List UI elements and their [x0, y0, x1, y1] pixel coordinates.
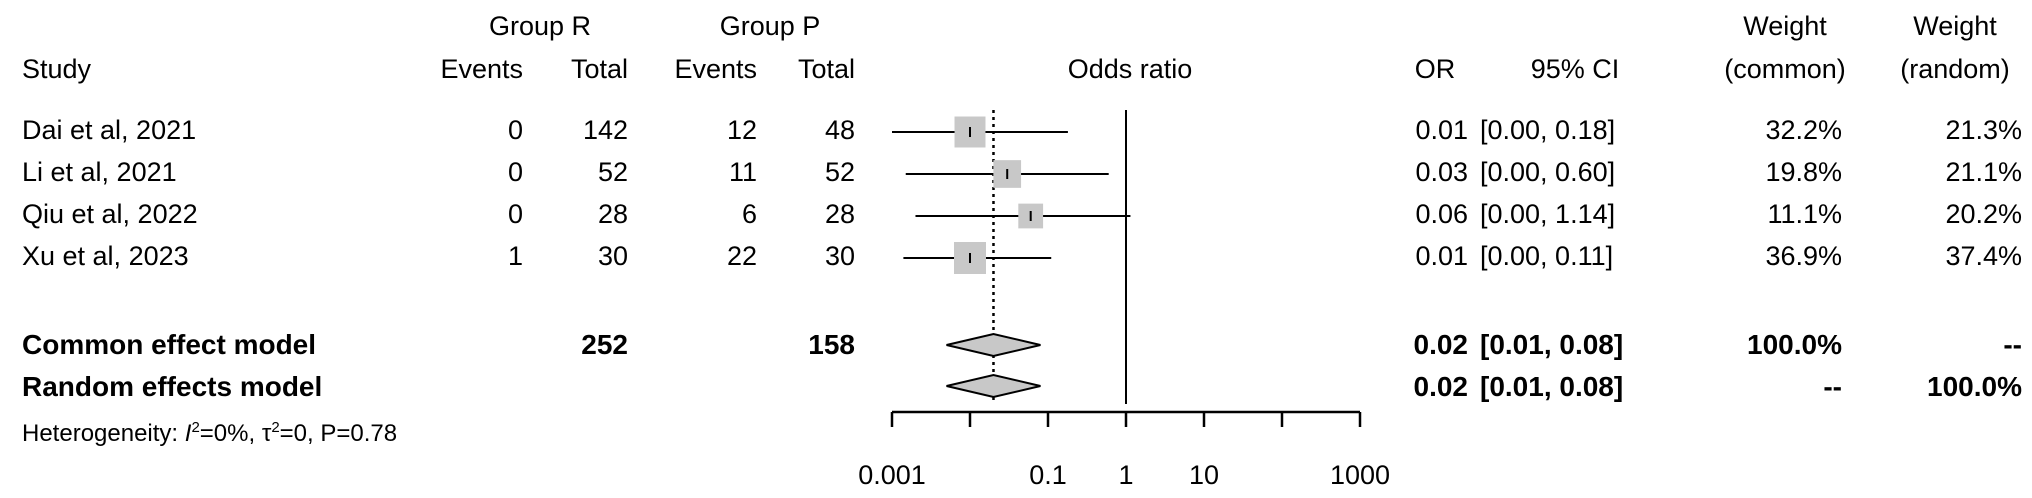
- r-total-header: Total: [570, 54, 628, 84]
- summary-diamond: [946, 332, 1041, 358]
- ci-value: [0.00, 0.11]: [1480, 241, 1614, 271]
- r-events-header: Events: [440, 54, 523, 84]
- ci-header: 95% CI: [1530, 54, 1620, 84]
- group-p-header: Group P: [719, 11, 821, 41]
- p-total: 48: [824, 115, 855, 145]
- weight-random: 37.4%: [1945, 241, 2022, 271]
- study-name: Dai et al, 2021: [22, 115, 197, 145]
- common-p-total: 158: [808, 329, 855, 360]
- r-events: 1: [507, 241, 523, 271]
- weight-common: 36.9%: [1765, 241, 1842, 271]
- or-header: OR: [1414, 54, 1456, 84]
- common-ci: [0.01, 0.08]: [1480, 329, 1624, 360]
- or-value: 0.01: [1415, 241, 1468, 271]
- p-events-header: Events: [674, 54, 757, 84]
- study-name: Xu et al, 2023: [22, 241, 189, 271]
- r-total: 30: [597, 241, 628, 271]
- p-total: 30: [824, 241, 855, 271]
- common-header: (common): [1724, 54, 1846, 84]
- p-events: 6: [741, 199, 757, 229]
- p-total: 28: [824, 199, 855, 229]
- random-ci: [0.01, 0.08]: [1480, 371, 1624, 402]
- study-name: Li et al, 2021: [22, 157, 177, 187]
- study-header: Study: [22, 54, 92, 84]
- ci-value: [0.00, 1.14]: [1480, 199, 1616, 229]
- common-weight-common: 100.0%: [1747, 329, 1842, 360]
- study-name: Qiu et al, 2022: [22, 199, 198, 229]
- or-value: 0.01: [1415, 115, 1468, 145]
- r-events: 0: [507, 199, 523, 229]
- common-or: 0.02: [1413, 329, 1469, 360]
- weight-common: 19.8%: [1765, 157, 1842, 187]
- or-value: 0.03: [1415, 157, 1468, 187]
- weight-random: 20.2%: [1945, 199, 2022, 229]
- common-weight-random: --: [2003, 329, 2022, 360]
- r-events: 0: [507, 157, 523, 187]
- weight-random: 21.1%: [1945, 157, 2022, 187]
- random-header: (random): [1900, 54, 2010, 84]
- x-tick-label: 0.001: [858, 460, 926, 490]
- r-total: 28: [597, 199, 628, 229]
- p-events: 22: [726, 241, 757, 271]
- group-r-header: Group R: [488, 11, 592, 41]
- weight-random: 21.3%: [1945, 115, 2022, 145]
- common-model-label: Common effect model: [22, 329, 317, 360]
- weight-common: 32.2%: [1765, 115, 1842, 145]
- odds-ratio-header: Odds ratio: [1067, 54, 1193, 84]
- x-tick-label: 10: [1189, 460, 1219, 490]
- random-weight-common: --: [1823, 371, 1842, 402]
- weight-common: 11.1%: [1767, 199, 1842, 229]
- p-events: 12: [726, 115, 757, 145]
- random-weight-random: 100.0%: [1927, 371, 2022, 402]
- x-tick-label: 0.1: [1029, 460, 1067, 490]
- p-total: 52: [824, 157, 855, 187]
- random-or: 0.02: [1413, 371, 1469, 402]
- r-total: 52: [597, 157, 628, 187]
- x-tick-label: 1000: [1330, 460, 1390, 490]
- heterogeneity-text: Heterogeneity: I2=0%, τ2=0, P=0.78: [22, 419, 398, 447]
- ci-value: [0.00, 0.60]: [1480, 157, 1616, 187]
- p-events: 11: [728, 157, 757, 187]
- or-value: 0.06: [1415, 199, 1468, 229]
- weight-random-header: Weight: [1913, 11, 1997, 41]
- r-events: 0: [507, 115, 523, 145]
- r-total: 142: [582, 115, 628, 145]
- ci-value: [0.00, 0.18]: [1480, 115, 1616, 145]
- x-tick-label: 1: [1118, 460, 1133, 490]
- p-total-header: Total: [797, 54, 855, 84]
- random-model-label: Random effects model: [22, 371, 323, 402]
- weight-common-header: Weight: [1743, 11, 1827, 41]
- summary-diamond: [946, 373, 1041, 399]
- common-r-total: 252: [581, 329, 628, 360]
